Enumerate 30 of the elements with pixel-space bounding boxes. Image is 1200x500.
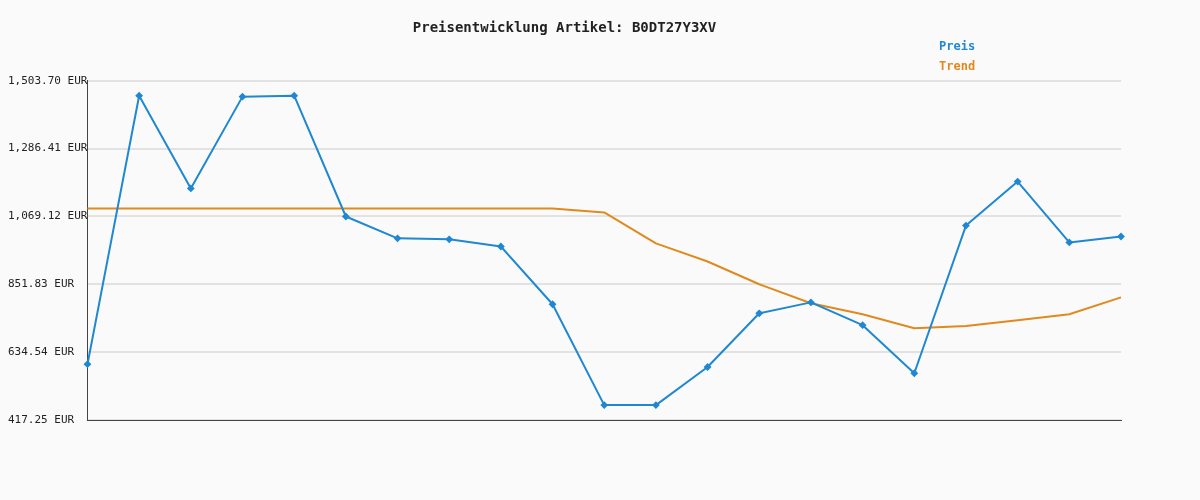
point <box>755 309 763 317</box>
point <box>1014 178 1022 186</box>
point <box>342 213 350 221</box>
y-tick-label: 1,286.41 EUR <box>8 141 88 155</box>
point <box>1065 238 1073 246</box>
point <box>807 298 815 306</box>
point <box>1117 233 1125 240</box>
point <box>652 401 660 409</box>
point <box>704 363 712 371</box>
text: Trend <box>939 59 976 74</box>
point <box>135 92 143 100</box>
point <box>910 369 918 377</box>
y-tick-label: 634.54 EUR <box>8 345 75 359</box>
point <box>859 321 867 329</box>
text: Preis <box>939 39 976 54</box>
point <box>445 235 453 243</box>
y-tick-label: 1,069.12 EUR <box>8 209 88 223</box>
chart-title: Preisentwicklung Artikel: B0DT27Y3XV <box>412 19 717 36</box>
point <box>497 242 505 250</box>
point <box>600 401 608 409</box>
point <box>239 93 246 101</box>
point <box>394 234 402 242</box>
point <box>962 222 970 230</box>
point <box>83 360 91 368</box>
point <box>187 184 195 192</box>
point <box>549 300 557 308</box>
y-tick-label: 851.83 EUR <box>8 277 75 291</box>
point <box>290 92 298 100</box>
y-tick-label: 1,503.70 EUR <box>8 73 88 87</box>
y-tick-label: 417.25 EUR <box>8 412 75 426</box>
